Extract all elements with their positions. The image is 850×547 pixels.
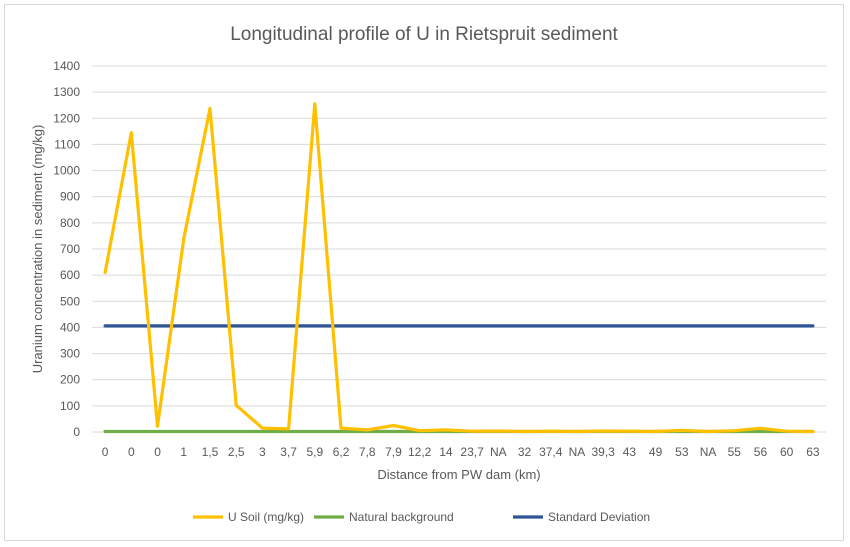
grid-lines: [92, 65, 826, 433]
x-tick-label: 43: [623, 445, 637, 459]
x-tick-label: 60: [780, 445, 794, 459]
y-tick-label: 400: [60, 320, 80, 334]
y-tick-label: 600: [60, 268, 80, 282]
y-tick-label: 300: [60, 347, 80, 361]
x-tick-label: 6,2: [333, 445, 350, 459]
y-tick-label: 1000: [53, 164, 80, 178]
series-lines: [103, 102, 815, 434]
x-tick-label: 2,5: [228, 445, 245, 459]
x-tick-label: 23,7: [460, 445, 484, 459]
y-tick-label: 800: [60, 216, 80, 230]
x-tick-label: 12,2: [408, 445, 432, 459]
x-tick-label: 5,9: [306, 445, 323, 459]
x-tick-label: 3,7: [280, 445, 297, 459]
x-tick-label: NA: [569, 445, 586, 459]
x-tick-labels: 0 0 0 1 1,5 2,5 3 3,7 5,9 6,2 7,8 7,9 12,2 14 23,7 NA 32…: [102, 445, 820, 459]
x-tick-label: 56: [754, 445, 768, 459]
x-tick-label: NA: [700, 445, 717, 459]
x-tick-label: 53: [675, 445, 689, 459]
y-tick-label: 200: [60, 373, 80, 387]
legend-label: Standard Deviation: [548, 510, 650, 524]
legend: U Soil (mg/kg) Natural background Standard…: [193, 510, 650, 524]
x-tick-label: 39,3: [591, 445, 615, 459]
x-tick-label: 0: [102, 445, 109, 459]
chart-title: Longitudinal profile of U in Rietspruit …: [230, 24, 618, 45]
y-tick-label: 1300: [53, 85, 80, 99]
x-tick-label: 37,4: [539, 445, 563, 459]
x-tick-label: 63: [806, 445, 820, 459]
series-line-0: [103, 102, 815, 434]
y-tick-label: 0: [73, 425, 80, 439]
x-tick-label: 0: [154, 445, 161, 459]
y-tick-label: 700: [60, 242, 80, 256]
y-tick-labels: 0 100 200 300 400 500 600 700 800 900 1000 1100 1200…: [53, 59, 80, 439]
x-tick-label: 1,5: [202, 445, 219, 459]
x-tick-label: 1: [180, 445, 187, 459]
y-axis-title: Uranium concentration in sediment (mg/kg…: [30, 125, 45, 374]
y-tick-label: 500: [60, 294, 80, 308]
x-tick-label: 14: [439, 445, 453, 459]
y-tick-label: 900: [60, 190, 80, 204]
x-axis-title: Distance from PW dam (km): [377, 467, 540, 482]
y-tick-label: 1200: [53, 111, 80, 125]
y-tick-label: 100: [60, 399, 80, 413]
y-tick-label: 1400: [53, 59, 80, 73]
x-tick-label: 55: [728, 445, 742, 459]
x-tick-label: 49: [649, 445, 663, 459]
x-tick-label: NA: [490, 445, 507, 459]
x-tick-label: 3: [259, 445, 266, 459]
y-tick-label: 1100: [54, 137, 80, 151]
x-tick-label: 7,8: [359, 445, 376, 459]
x-tick-label: 0: [128, 445, 135, 459]
x-tick-label: 7,9: [385, 445, 402, 459]
legend-label: Natural background: [349, 510, 454, 524]
legend-label: U Soil (mg/kg): [228, 510, 304, 524]
x-tick-label: 32: [518, 445, 532, 459]
